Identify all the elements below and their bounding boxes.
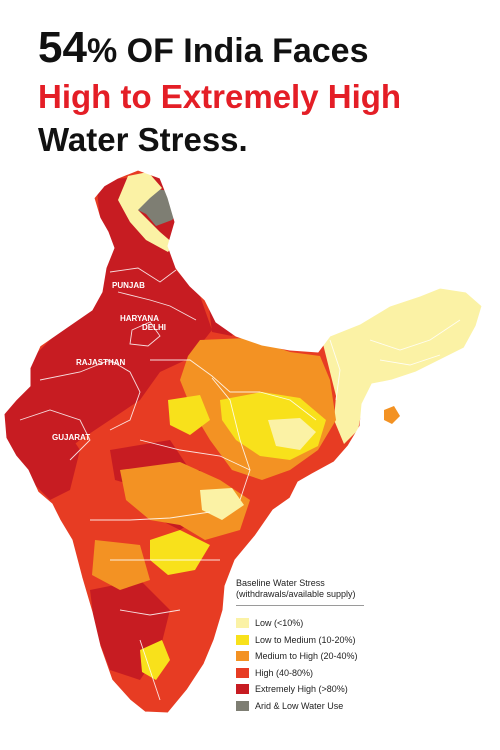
legend-item-low: Low (<10%) [236, 618, 376, 629]
legend-swatch-low-to-medium [236, 634, 249, 645]
extremely-high-northwest [4, 176, 212, 470]
extremely-high-bihar [208, 300, 240, 336]
legend-label-low: Low (<10%) [255, 618, 304, 628]
legend-swatch-medium-to-high [236, 651, 249, 661]
headline: 54% OF India Faces High to Extremely Hig… [38, 26, 488, 158]
medium-high-southwest [92, 540, 150, 590]
legend-item-medium-to-high: Medium to High (20-40%) [236, 651, 376, 662]
headline-percent: % [86, 32, 118, 70]
legend-swatch-arid [236, 700, 249, 711]
legend-item-low-to-medium: Low to Medium (10-20%) [236, 634, 376, 645]
legend-label-arid: Arid & Low Water Use [255, 700, 344, 711]
legend-swatch-high [236, 667, 249, 678]
legend-item-arid: Arid & Low Water Use [236, 700, 376, 711]
headline-big-number: 54 [38, 23, 87, 72]
headline-line-1: 54% OF India Faces [38, 26, 488, 70]
legend-label-extremely-high: Extremely High (>80%) [255, 684, 348, 694]
legend-item-high: High (40-80%) [236, 667, 376, 678]
medium-high-deccan [120, 462, 250, 540]
low-northeast [322, 286, 482, 444]
label-delhi: DELHI [142, 323, 166, 332]
india-outline [3, 169, 483, 714]
low-deccan-patch [200, 488, 244, 520]
state-borders [19, 267, 461, 701]
label-rajasthan: RAJASTHAN [76, 358, 126, 367]
headline-line-3: Water Stress. [38, 121, 248, 158]
legend-label-low-to-medium: Low to Medium (10-20%) [255, 634, 356, 645]
label-haryana: HARYANA [120, 314, 159, 323]
legend-divider [236, 604, 364, 606]
low-kashmir-strip [118, 172, 174, 252]
legend-label-medium-to-high: Medium to High (20-40%) [255, 651, 358, 661]
legend: Baseline Water Stress (withdrawals/avail… [236, 578, 376, 717]
low-medium-southtip [140, 640, 170, 680]
legend-swatch-extremely-high [236, 684, 249, 694]
label-punjab: PUNJAB [112, 281, 145, 290]
legend-subtitle: (withdrawals/available supply) [236, 589, 356, 600]
legend-label-high: High (40-80%) [255, 667, 314, 678]
legend-title: Baseline Water Stress [236, 578, 325, 588]
headline-line-2: High to Extremely High [38, 78, 402, 115]
headline-rest: OF India Faces [117, 32, 369, 70]
low-central-patch [268, 418, 316, 450]
legend-swatch-low [236, 618, 249, 628]
low-medium-south [150, 530, 210, 575]
low-medium-central [168, 395, 210, 435]
northeast-orange-patch [384, 406, 400, 424]
extremely-high-gujarat [4, 420, 80, 500]
label-gujarat: GUJARAT [52, 433, 90, 442]
legend-item-extremely-high: Extremely High (>80%) [236, 684, 376, 695]
